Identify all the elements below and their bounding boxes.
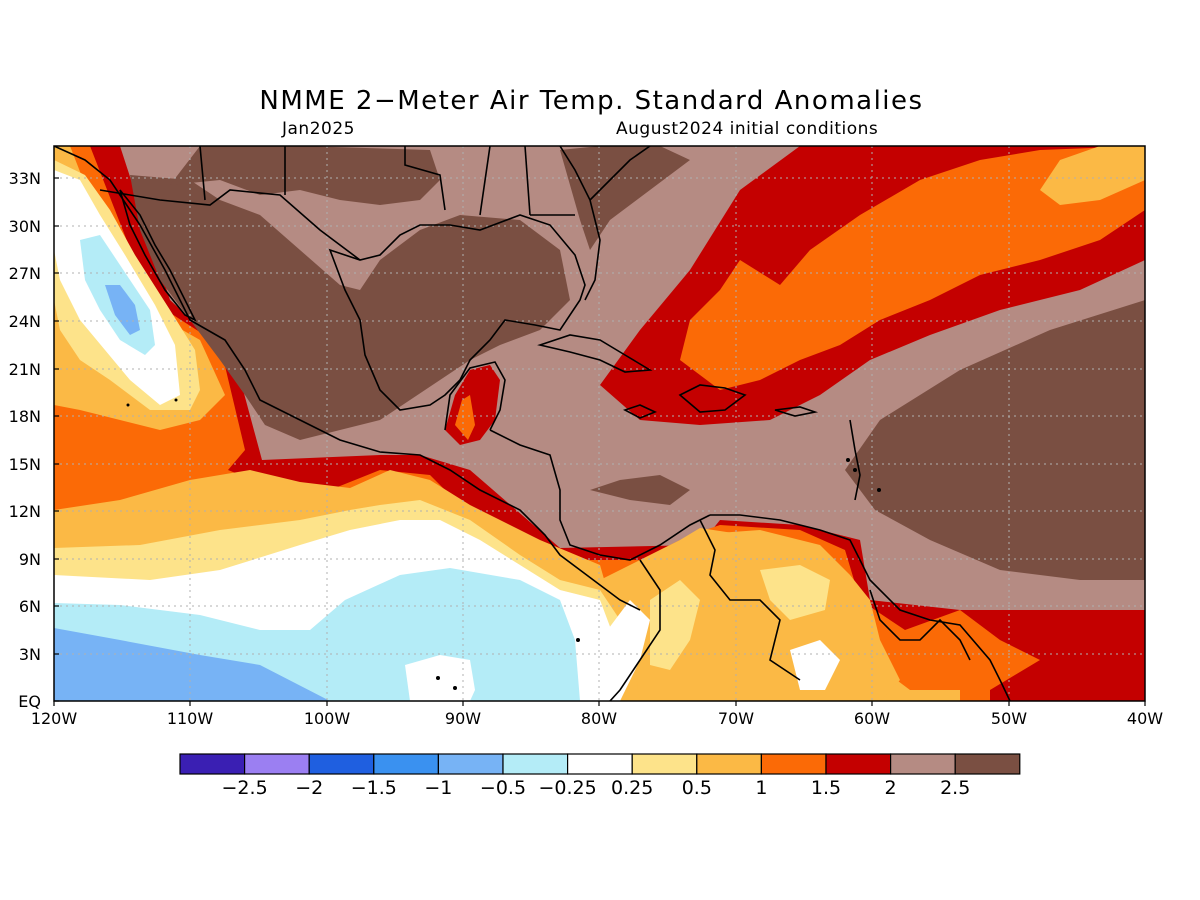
anomaly-fill-mexico-gulf — [130, 175, 570, 440]
anomaly-fill-south-america-white — [790, 640, 840, 690]
lon-label-120w: 120W — [31, 709, 78, 728]
colorbar-swatch — [760, 753, 827, 775]
lon-label-50w: 50W — [991, 709, 1027, 728]
colorbar-label: −2 — [295, 777, 323, 799]
lat-label-24n: 24N — [9, 312, 41, 331]
lat-label-30n: 30N — [9, 217, 41, 236]
island-markers — [126, 398, 881, 690]
anomaly-fill-atlantic-light-orange — [1040, 146, 1145, 205]
anomaly-fill-baja-offshore-blue — [105, 285, 140, 335]
colorbar-label: −1 — [424, 777, 452, 799]
colorbar-label: −0.5 — [480, 777, 526, 799]
colorbar-swatch — [825, 753, 892, 775]
lat-label-3n: 3N — [19, 645, 41, 664]
coastlines — [54, 146, 1011, 701]
lat-label-15n: 15N — [9, 455, 41, 474]
lon-label-110w: 110W — [167, 709, 214, 728]
colorbar-label: 0.25 — [611, 777, 653, 799]
map-plot-area — [54, 146, 1145, 701]
colorbar-swatch — [179, 753, 246, 775]
colorbar-swatch — [566, 753, 633, 775]
anomaly-fill-south-america-yellow-west — [650, 580, 700, 670]
colorbar-label: 2 — [885, 777, 897, 799]
colorbar-label: −0.25 — [538, 777, 596, 799]
valid-month-label: Jan2025 — [282, 119, 355, 139]
colorbar-swatch — [631, 753, 698, 775]
colorbar-label: −1.5 — [351, 777, 397, 799]
colorbar-label: 2.5 — [940, 777, 970, 799]
colorbar-swatch — [502, 753, 569, 775]
anomaly-fill-atlantic-orange — [680, 146, 1145, 390]
anomaly-fill-us-southeast — [560, 146, 690, 250]
colorbar-swatch — [954, 753, 1021, 775]
colorbar-swatch — [373, 753, 439, 775]
lon-labels: 120W 110W 100W 90W 80W 70W 60W 50W 40W — [31, 709, 1163, 728]
anomaly-fill-south-america-yellow-central — [760, 565, 830, 620]
lat-label-18n: 18N — [9, 407, 41, 426]
lat-label-33n: 33N — [9, 169, 41, 188]
colorbar-swatch — [244, 753, 310, 775]
lat-labels: EQ 3N 6N 9N 12N 15N 18N 21N 24N 27N 30N … — [9, 169, 41, 711]
lat-label-eq: EQ — [18, 692, 41, 711]
initial-conditions-label: August2024 initial conditions — [616, 119, 879, 139]
lat-label-27n: 27N — [9, 264, 41, 283]
colorbar-label: 1.5 — [811, 777, 841, 799]
colorbar-label: −2.5 — [222, 777, 268, 799]
colorbar-label: 1 — [755, 777, 767, 799]
lon-label-90w: 90W — [445, 709, 481, 728]
lon-label-40w: 40W — [1127, 709, 1163, 728]
lat-label-12n: 12N — [9, 502, 41, 521]
lon-label-70w: 70W — [718, 709, 754, 728]
anomaly-fill-atlantic-east — [845, 300, 1145, 580]
anomaly-fill-minus-0.5 — [54, 628, 330, 701]
lat-label-21n: 21N — [9, 360, 41, 379]
lon-label-100w: 100W — [304, 709, 351, 728]
lat-ticks — [54, 177, 59, 702]
colorbar: −2.5 −2 −1.5 −1 −0.5 −0.25 0.25 0.5 1 1.5 2 2.5 — [179, 753, 1021, 799]
anomaly-fill-us-southwest — [170, 146, 440, 205]
anomaly-fill-yucatan-orange — [455, 395, 475, 440]
lat-label-6n: 6N — [19, 597, 41, 616]
anomaly-fill-caribbean-patch — [590, 475, 690, 505]
colorbar-swatch — [696, 753, 762, 775]
colorbar-label: 0.5 — [682, 777, 712, 799]
lon-ticks — [53, 701, 1146, 706]
lat-label-9n: 9N — [19, 550, 41, 569]
anomaly-fill-colombia-white — [600, 600, 650, 701]
lon-label-60w: 60W — [854, 709, 890, 728]
colorbar-swatch — [437, 753, 504, 775]
graticule — [54, 146, 1145, 701]
map-title: NMME 2−Meter Air Temp. Standard Anomalie… — [259, 86, 924, 116]
colorbar-swatch — [308, 753, 375, 775]
lon-label-80w: 80W — [581, 709, 617, 728]
colorbar-swatch — [889, 753, 956, 775]
